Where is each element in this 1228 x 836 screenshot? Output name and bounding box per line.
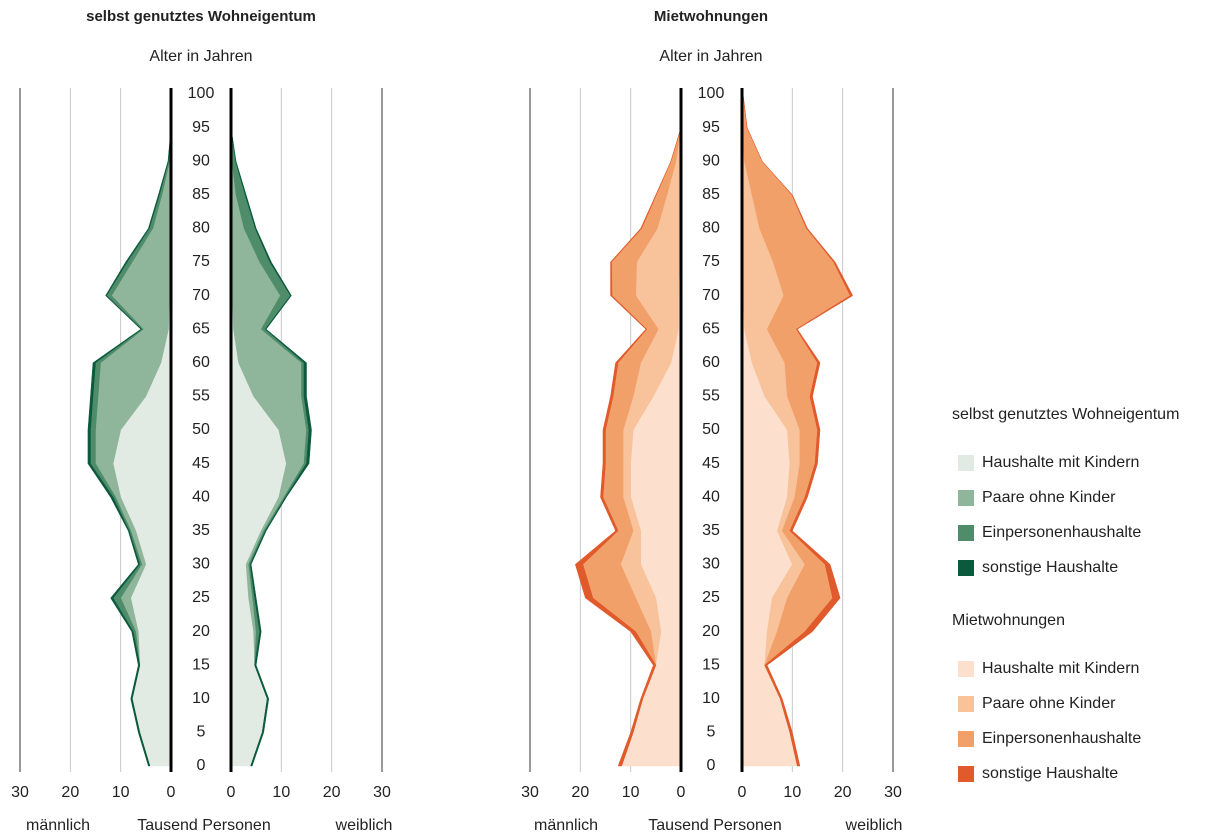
age-tick-label: 20	[192, 623, 210, 640]
age-tick-label: 45	[192, 455, 210, 472]
legend-title: selbst genutztes Wohneigentum	[952, 406, 1179, 423]
x-tick-label: 10	[272, 784, 290, 801]
age-tick-label: 15	[192, 656, 210, 673]
age-tick-label: 90	[192, 152, 210, 169]
x-axis-label: Tausend Personen	[648, 817, 781, 834]
age-tick-label: 60	[192, 354, 210, 371]
legend-swatch	[958, 731, 974, 747]
age-tick-label: 35	[192, 522, 210, 539]
age-tick-label: 20	[702, 623, 720, 640]
age-tick-label: 50	[702, 421, 720, 438]
legend-label: sonstige Haushalte	[982, 765, 1118, 782]
age-tick-label: 75	[192, 253, 210, 270]
age-tick-label: 40	[702, 488, 720, 505]
age-tick-label: 80	[702, 220, 720, 237]
x-tick-label: 0	[227, 784, 236, 801]
age-tick-label: 55	[192, 388, 210, 405]
age-tick-label: 100	[188, 85, 215, 102]
age-tick-label: 85	[192, 186, 210, 203]
x-tick-label: 0	[167, 784, 176, 801]
legend-swatch	[958, 560, 974, 576]
age-tick-label: 25	[192, 589, 210, 606]
age-tick-label: 30	[192, 556, 210, 573]
legend-swatch	[958, 455, 974, 471]
age-tick-label: 60	[702, 354, 720, 371]
x-tick-label: 10	[112, 784, 130, 801]
legend-swatch	[958, 766, 974, 782]
age-tick-label: 80	[192, 220, 210, 237]
chart-title: Mietwohnungen	[654, 8, 768, 25]
x-tick-label: 10	[783, 784, 801, 801]
age-tick-label: 0	[707, 757, 716, 774]
x-tick-label: 0	[677, 784, 686, 801]
x-tick-label: 20	[571, 784, 589, 801]
age-tick-label: 75	[702, 253, 720, 270]
x-tick-label: 30	[521, 784, 539, 801]
x-tick-label: 20	[323, 784, 341, 801]
age-tick-label: 70	[702, 287, 720, 304]
x-tick-label: 30	[11, 784, 29, 801]
stacked-area	[742, 93, 854, 767]
legend-label: Haushalte mit Kindern	[982, 454, 1139, 471]
age-tick-label: 95	[702, 119, 720, 136]
legend-label: Haushalte mit Kindern	[982, 660, 1139, 677]
legend-label: Einpersonenhaushalte	[982, 730, 1141, 747]
age-tick-label: 10	[192, 690, 210, 707]
age-tick-label: 85	[702, 186, 720, 203]
chart-title: selbst genutztes Wohneigentum	[86, 8, 316, 25]
y-axis-label: Alter in Jahren	[659, 48, 762, 65]
age-tick-label: 5	[197, 724, 206, 741]
legend-label: Paare ohne Kinder	[982, 695, 1116, 712]
legend-label: Einpersonenhaushalte	[982, 524, 1141, 541]
age-tick-label: 90	[702, 152, 720, 169]
right-label: weiblich	[335, 817, 393, 834]
x-tick-label: 30	[373, 784, 391, 801]
legend-swatch	[958, 661, 974, 677]
age-tick-label: 15	[702, 656, 720, 673]
x-tick-label: 0	[738, 784, 747, 801]
age-tick-label: 5	[707, 724, 716, 741]
left-label: männlich	[26, 817, 90, 834]
age-tick-label: 30	[702, 556, 720, 573]
age-tick-label: 40	[192, 488, 210, 505]
age-tick-label: 25	[702, 589, 720, 606]
age-tick-label: 100	[698, 85, 725, 102]
x-tick-label: 20	[834, 784, 852, 801]
age-tick-label: 35	[702, 522, 720, 539]
x-tick-label: 10	[622, 784, 640, 801]
x-tick-label: 30	[884, 784, 902, 801]
x-axis-label: Tausend Personen	[137, 817, 270, 834]
age-tick-label: 65	[192, 320, 210, 337]
age-tick-label: 45	[702, 455, 720, 472]
age-tick-label: 95	[192, 119, 210, 136]
right-label: weiblich	[845, 817, 903, 834]
legend-title: Mietwohnungen	[952, 612, 1065, 629]
age-tick-label: 70	[192, 287, 210, 304]
age-tick-label: 50	[192, 421, 210, 438]
age-tick-label: 65	[702, 320, 720, 337]
legend-label: Paare ohne Kinder	[982, 489, 1116, 506]
legend-swatch	[958, 490, 974, 506]
age-tick-label: 10	[702, 690, 720, 707]
legend-swatch	[958, 525, 974, 541]
left-label: männlich	[534, 817, 598, 834]
age-tick-label: 0	[197, 757, 206, 774]
x-tick-label: 20	[61, 784, 79, 801]
legend-label: sonstige Haushalte	[982, 559, 1118, 576]
legend-swatch	[958, 696, 974, 712]
y-axis-label: Alter in Jahren	[149, 48, 252, 65]
age-tick-label: 55	[702, 388, 720, 405]
